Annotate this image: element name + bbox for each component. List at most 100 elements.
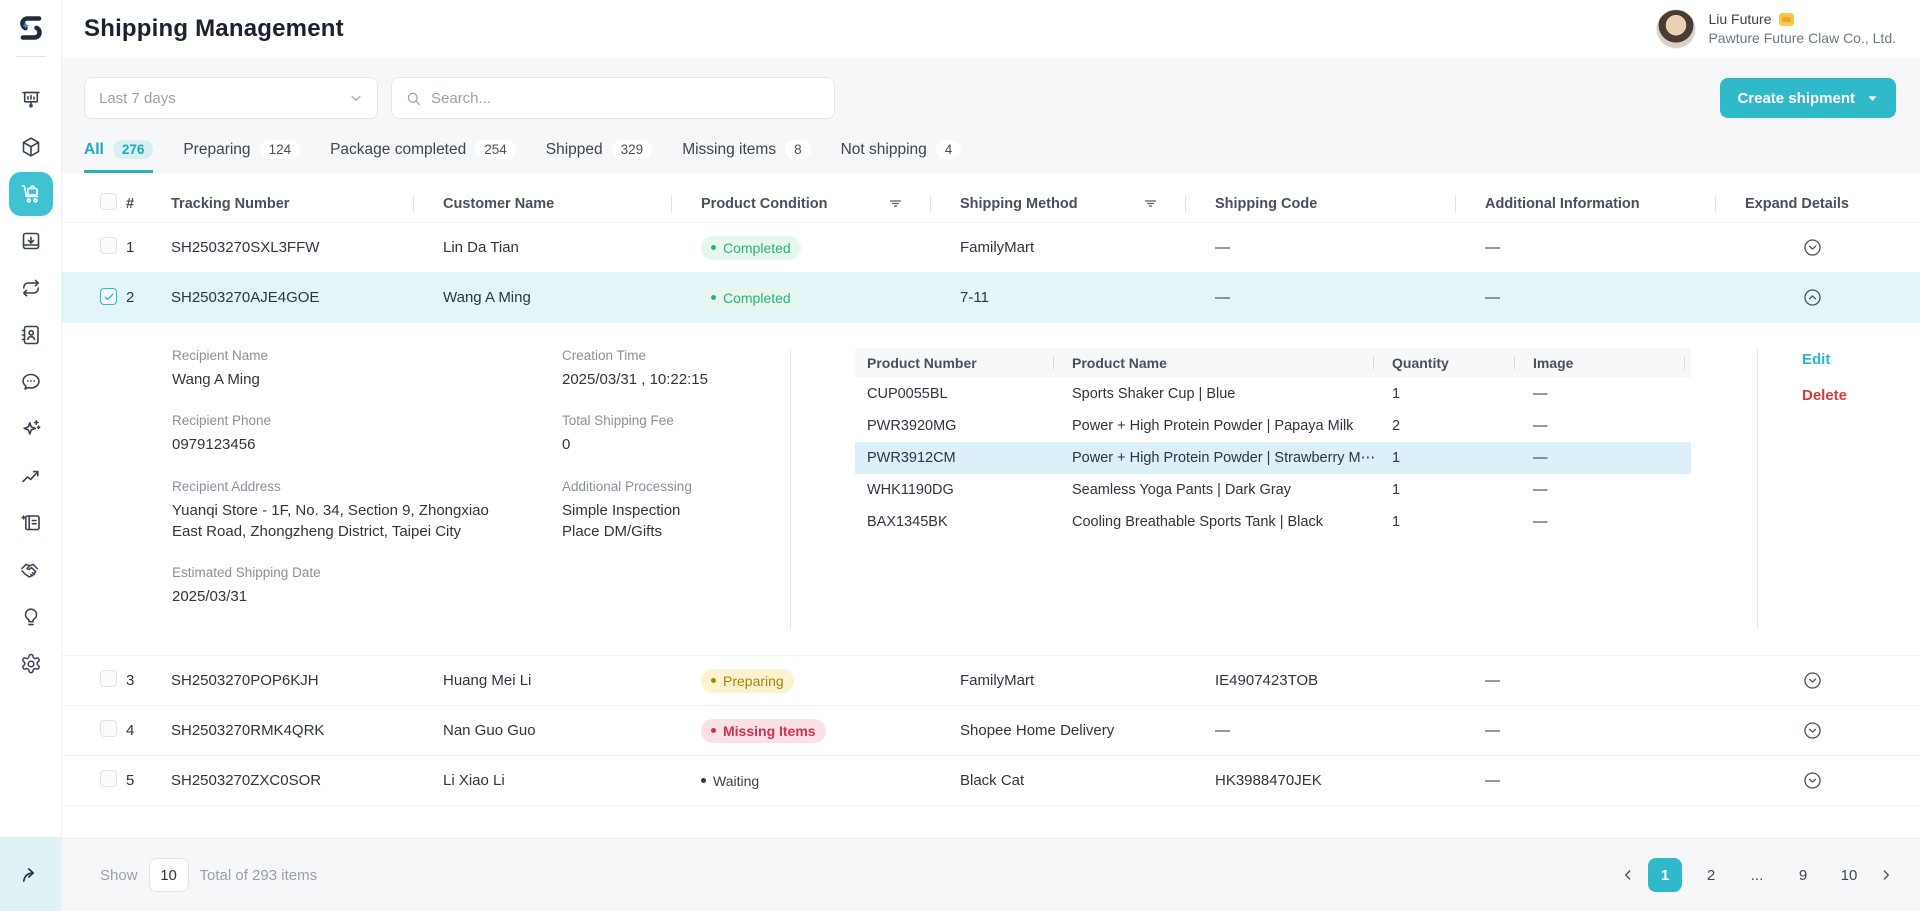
product-row[interactable]: PWR3920MG Power + High Protein Powder | P… xyxy=(855,410,1691,442)
prev-page-button[interactable] xyxy=(1620,867,1636,883)
table-row[interactable]: 4 SH2503270RMK4QRK Nan Guo Guo Missing Item… xyxy=(62,706,1920,756)
status-badge: Preparing xyxy=(701,668,794,693)
table-row[interactable]: 2 SH2503270AJE4GOE Wang A Ming Completed 7-1… xyxy=(62,273,1920,323)
tab-shipped[interactable]: Shipped 329 xyxy=(546,140,653,173)
sidebar-item-analytics[interactable] xyxy=(9,454,53,498)
sidebar-item-ai-sparkle[interactable] xyxy=(9,407,53,451)
shipments-table: # Tracking Number Customer Name Product … xyxy=(62,173,1920,838)
product-row[interactable]: WHK1190DG Seamless Yoga Pants | Dark Gray… xyxy=(855,474,1691,506)
status-badge: Completed xyxy=(701,285,801,310)
sidebar-item-settings[interactable] xyxy=(9,642,53,686)
tab-label: Not shipping xyxy=(840,140,927,158)
page-size-input[interactable]: 10 xyxy=(148,858,189,892)
row-checkbox[interactable] xyxy=(100,237,117,254)
search-box[interactable] xyxy=(391,77,835,119)
tab-missing-items[interactable]: Missing items 8 xyxy=(682,140,811,173)
next-page-button[interactable] xyxy=(1878,867,1894,883)
row-checkbox[interactable] xyxy=(100,770,117,787)
user-menu[interactable]: Liu Future Pawture Future Claw Co., Ltd. xyxy=(1656,8,1896,49)
products-table: Product Number Product Name Quantity Ima… xyxy=(855,348,1691,629)
sidebar-item-billing[interactable] xyxy=(9,501,53,545)
sidebar-item-inbox[interactable] xyxy=(9,219,53,263)
sidebar-item-partnership[interactable] xyxy=(9,548,53,592)
tracking-number: SH2503270SXL3FFW xyxy=(171,239,320,256)
expand-details-button[interactable] xyxy=(1802,770,1823,791)
table-row[interactable]: 1 SH2503270SXL3FFW Lin Da Tian Completed Fam… xyxy=(62,223,1920,273)
product-image: — xyxy=(1533,514,1548,530)
detail-field: Total Shipping Fee 0 xyxy=(562,413,674,454)
app-logo[interactable] xyxy=(0,0,62,56)
product-row[interactable]: PWR3912CM Power + High Protein Powder | S… xyxy=(855,442,1691,474)
filter-row: Last 7 days Create shipment xyxy=(62,57,1920,119)
shipping-method: Black Cat xyxy=(960,772,1025,789)
page-button-9[interactable]: 9 xyxy=(1798,866,1808,884)
page-title: Shipping Management xyxy=(84,14,344,42)
collapse-details-button[interactable] xyxy=(1802,287,1823,308)
pcol-image: Image xyxy=(1521,355,1691,371)
avatar[interactable] xyxy=(1656,8,1697,49)
shipping-method: Shopee Home Delivery xyxy=(960,722,1115,739)
product-image: — xyxy=(1533,418,1548,434)
tab-all[interactable]: All 276 xyxy=(84,140,154,173)
create-shipment-button[interactable]: Create shipment xyxy=(1720,78,1896,118)
tab-count-badge: 329 xyxy=(611,140,653,159)
create-shipment-label: Create shipment xyxy=(1737,89,1855,107)
method-filter-icon[interactable] xyxy=(1142,195,1159,212)
product-image: — xyxy=(1533,386,1548,402)
tab-count-badge: 254 xyxy=(475,140,516,159)
detail-field: Recipient Name Wang A Ming xyxy=(172,348,269,388)
tab-package-completed[interactable]: Package completed 254 xyxy=(330,140,516,173)
page-button-2[interactable]: 2 xyxy=(1706,866,1716,884)
product-row[interactable]: CUP0055BL Sports Shaker Cup | Blue 1 — xyxy=(855,378,1691,410)
expand-details-button[interactable] xyxy=(1802,237,1823,258)
additional-information: — xyxy=(1485,772,1500,789)
edit-button[interactable]: Edit xyxy=(1802,351,1831,368)
table-row[interactable]: 5 SH2503270ZXC0SOR Li Xiao Li Waiting Black … xyxy=(62,756,1920,806)
row-number: 2 xyxy=(126,289,135,306)
condition-filter-icon[interactable] xyxy=(887,195,904,212)
user-company: Pawture Future Claw Co., Ltd. xyxy=(1708,30,1896,46)
sidebar-item-contacts[interactable] xyxy=(9,313,53,357)
search-input[interactable] xyxy=(431,89,821,107)
customer-name: Li Xiao Li xyxy=(443,772,505,789)
page-button-10[interactable]: 10 xyxy=(1840,866,1858,884)
pagination: 1 2... 9 10 xyxy=(1620,858,1894,892)
row-checkbox[interactable] xyxy=(100,720,117,737)
product-number: WHK1190DG xyxy=(867,482,954,498)
customer-name: Huang Mei Li xyxy=(443,672,532,689)
detail-divider-2 xyxy=(1757,348,1758,629)
shipping-code: IE4907423TOB xyxy=(1215,672,1319,689)
sidebar-item-package[interactable] xyxy=(9,125,53,169)
table-row[interactable]: 3 SH2503270POP6KJH Huang Mei Li Preparing Fa… xyxy=(62,656,1920,706)
sidebar-item-idea[interactable] xyxy=(9,595,53,639)
row-number: 1 xyxy=(126,239,135,256)
product-row[interactable]: BAX1345BK Cooling Breathable Sports Tank … xyxy=(855,506,1691,538)
additional-information: — xyxy=(1485,722,1500,739)
row-checkbox[interactable] xyxy=(100,670,117,687)
total-items-label: Total of 293 items xyxy=(199,866,318,884)
tracking-number: SH2503270AJE4GOE xyxy=(171,289,320,306)
sidebar-item-presentation[interactable] xyxy=(9,78,53,122)
status-badge: Completed xyxy=(701,235,801,260)
sidebar-item-sync[interactable] xyxy=(9,266,53,310)
collapse-sidebar-button[interactable] xyxy=(0,837,61,911)
select-all-checkbox[interactable] xyxy=(100,193,117,210)
tab-not-shipping[interactable]: Not shipping 4 xyxy=(841,140,962,173)
page-button-1[interactable]: 1 xyxy=(1648,858,1682,892)
product-image: — xyxy=(1533,482,1548,498)
topbar: Shipping Management Liu Future Pawture F… xyxy=(62,0,1920,57)
delete-button[interactable]: Delete xyxy=(1802,387,1848,404)
detail-fields-left: Recipient Name Wang A Ming Recipient Phone… xyxy=(172,348,492,629)
date-range-select[interactable]: Last 7 days xyxy=(84,77,378,119)
expand-details-button[interactable] xyxy=(1802,720,1823,741)
additional-information: — xyxy=(1485,239,1500,256)
products-header-row: Product Number Product Name Quantity Ima… xyxy=(855,348,1691,378)
row-checkbox[interactable] xyxy=(100,288,117,306)
product-condition: Missing Items xyxy=(671,718,930,743)
user-name: Liu Future xyxy=(1708,11,1772,27)
sidebar-item-chat[interactable] xyxy=(9,360,53,404)
expand-details-button[interactable] xyxy=(1802,670,1823,691)
shipping-code: — xyxy=(1215,722,1230,739)
tab-preparing[interactable]: Preparing 124 xyxy=(183,140,301,173)
sidebar-item-shipping-cart[interactable] xyxy=(8,172,53,216)
